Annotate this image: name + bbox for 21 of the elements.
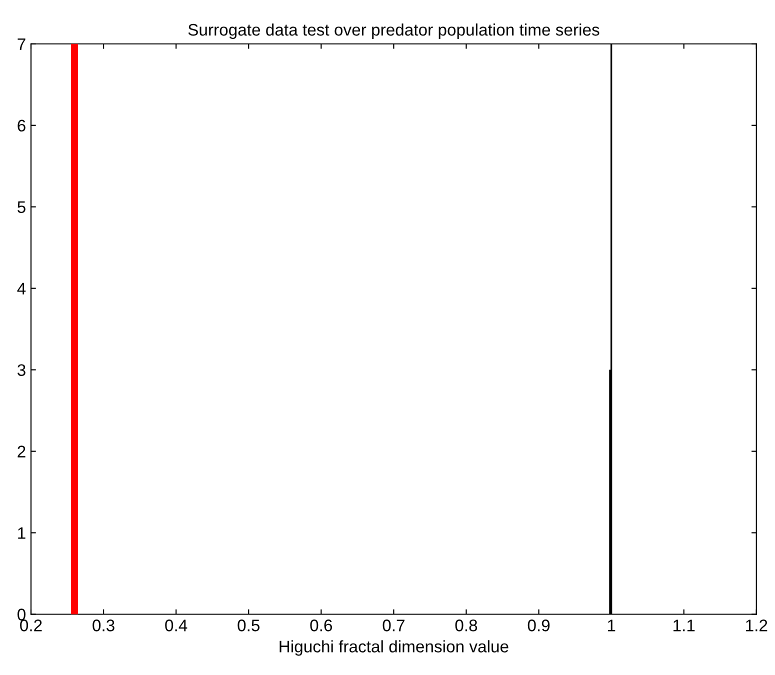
y-tick-label: 3 [18,364,26,376]
x-tick-label: 0.6 [310,620,332,632]
x-tick-label: 0.5 [238,620,260,632]
y-tick-label: 5 [18,201,26,214]
x-axis-title: Higuchi fractal dimension value [280,640,508,656]
x-tick-label: 0.3 [92,620,114,632]
y-tick-label: 4 [17,282,26,294]
y-tick-label: 6 [18,120,26,132]
x-tick-label: 0.4 [165,620,188,632]
x-tick-label: 0.9 [528,620,550,632]
x-tick-label: 1 [608,620,616,632]
x-tick-label: 1.1 [674,620,695,632]
chart-title: Surrogate data test over predator population time series [188,23,600,39]
y-tick-label: 1 [18,527,26,539]
x-tick-label: 0.2 [20,620,42,632]
x-tick-label: 1.2 [746,620,768,632]
x-tick-label: 0.8 [455,620,478,632]
y-tick-label: 2 [18,446,26,458]
y-tick-label: 0 [18,608,26,620]
y-tick-label: 7 [18,38,26,50]
x-tick-label: 0.7 [382,620,404,632]
